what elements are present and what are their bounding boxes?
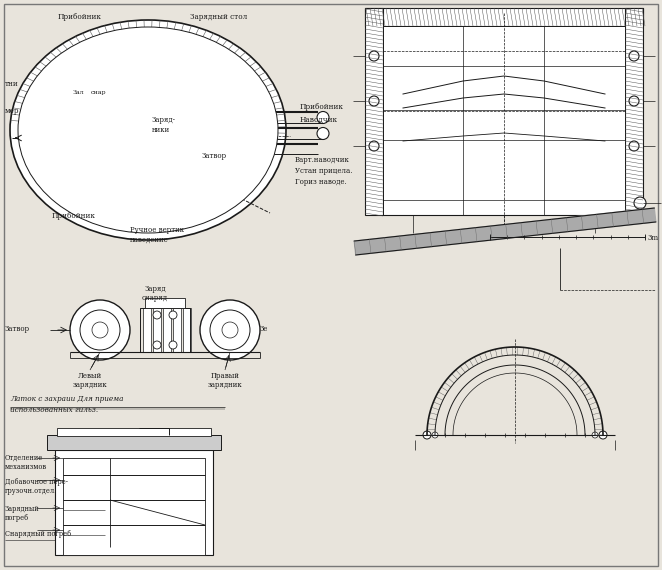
Circle shape (629, 51, 639, 61)
Text: Прибойник: Прибойник (52, 212, 96, 220)
Bar (365, 8, 383, 215)
Text: использованных гильз.: использованных гильз. (10, 406, 98, 414)
Bar (55, 450, 213, 555)
Circle shape (215, 115, 221, 121)
Text: погреб: погреб (5, 514, 29, 522)
Text: Отделение: Отделение (5, 454, 43, 462)
Bar (63, 458, 205, 555)
Bar (214, 173, 232, 180)
Circle shape (592, 432, 598, 438)
Circle shape (169, 311, 177, 319)
Bar (47, 435, 221, 450)
Text: Ручное вертик: Ручное вертик (130, 226, 184, 234)
Circle shape (369, 141, 379, 151)
Circle shape (423, 431, 431, 439)
Ellipse shape (10, 20, 286, 240)
Circle shape (153, 311, 161, 319)
Text: Зе: Зе (260, 325, 268, 333)
Text: механизмов: механизмов (5, 463, 47, 471)
Bar (148, 103, 200, 165)
Text: Затвор: Затвор (202, 152, 227, 160)
Bar (73, 92, 91, 178)
Text: Заряд: Заряд (144, 285, 166, 293)
Circle shape (92, 322, 108, 338)
Circle shape (238, 181, 246, 189)
Bar (208, 155, 236, 173)
Text: ники: ники (152, 126, 170, 134)
Text: Зал: Зал (73, 90, 85, 95)
Circle shape (80, 310, 120, 350)
Circle shape (153, 341, 161, 349)
Circle shape (432, 432, 438, 438)
Text: Зарядный: Зарядный (5, 505, 40, 513)
Circle shape (12, 122, 44, 154)
Circle shape (599, 431, 607, 439)
Bar (130, 86, 200, 94)
Circle shape (369, 51, 379, 61)
Bar (153, 308, 161, 352)
Circle shape (218, 181, 226, 189)
Text: Прибойник: Прибойник (58, 13, 102, 21)
Text: Гориз наводе.: Гориз наводе. (295, 178, 347, 186)
Bar (57, 428, 211, 436)
Polygon shape (354, 208, 656, 255)
Circle shape (249, 90, 255, 96)
Bar (140, 308, 190, 352)
Text: Правый: Правый (211, 372, 240, 380)
Bar (143, 308, 151, 352)
Text: Заряд-: Заряд- (152, 116, 176, 124)
Bar (625, 8, 643, 215)
Text: снар: снар (91, 90, 107, 95)
Text: 3m: 3m (647, 234, 658, 242)
Text: Варт.наводчик: Варт.наводчик (295, 156, 350, 164)
Bar (163, 308, 171, 352)
Circle shape (317, 112, 329, 124)
Circle shape (70, 300, 130, 360)
Text: мер: мер (5, 107, 19, 115)
Bar (145, 298, 185, 308)
Bar (183, 308, 191, 352)
Circle shape (169, 341, 177, 349)
Text: Затвор: Затвор (5, 325, 30, 333)
Circle shape (215, 125, 221, 131)
Ellipse shape (18, 27, 278, 233)
Text: грузочн.отдел.: грузочн.отдел. (5, 487, 57, 495)
Circle shape (222, 322, 238, 338)
Text: снаряд: снаряд (142, 294, 168, 302)
Circle shape (232, 70, 238, 76)
Circle shape (634, 197, 646, 209)
Circle shape (629, 96, 639, 106)
Text: наведение: наведение (130, 236, 169, 244)
Bar (47, 87, 55, 102)
Bar (47, 156, 55, 171)
Circle shape (244, 80, 252, 88)
Bar (108, 98, 120, 176)
Text: Добавочное пере-: Добавочное пере- (5, 478, 68, 486)
Text: Прибойник: Прибойник (300, 103, 344, 111)
Text: Снарядный погреб: Снарядный погреб (5, 530, 71, 538)
Circle shape (210, 310, 250, 350)
Circle shape (215, 135, 221, 141)
Text: Устан прицела.: Устан прицела. (295, 167, 352, 175)
Text: Левый: Левый (78, 372, 102, 380)
Circle shape (369, 96, 379, 106)
Bar (173, 308, 181, 352)
Bar (365, 8, 643, 26)
Bar (92, 96, 108, 178)
Text: зарядник: зарядник (208, 381, 242, 389)
Circle shape (317, 128, 329, 140)
Text: Наводчик: Наводчик (300, 116, 338, 124)
Text: Зарядный стол: Зарядный стол (190, 13, 247, 21)
Bar (48, 88, 70, 178)
Circle shape (200, 300, 260, 360)
Text: зарядник: зарядник (73, 381, 107, 389)
Text: Латок с захраии Для приема: Латок с захраии Для приема (10, 395, 124, 403)
Bar (383, 26, 625, 215)
Circle shape (228, 181, 236, 189)
Text: тни: тни (5, 80, 19, 88)
Circle shape (629, 141, 639, 151)
